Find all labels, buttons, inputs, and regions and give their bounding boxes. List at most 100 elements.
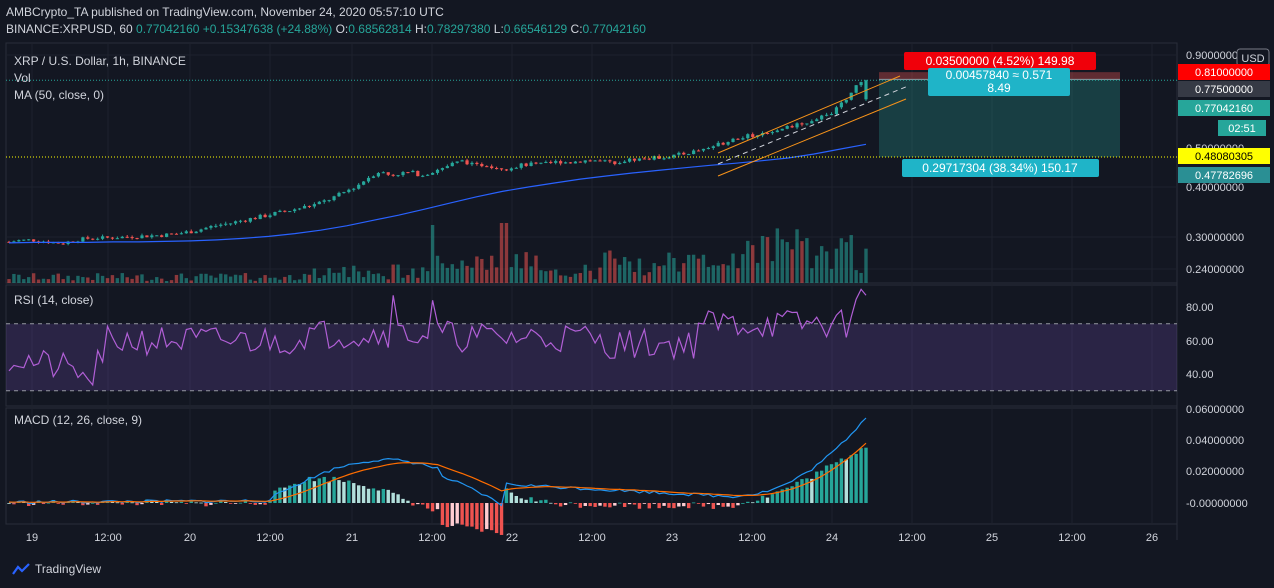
macd-histogram-bar bbox=[800, 479, 804, 503]
volume-bar bbox=[115, 278, 120, 283]
time-tick: 12:00 bbox=[418, 532, 446, 544]
time-axis[interactable]: 19 12:00 20 12:00 21 12:00 22 12:00 23 12:00 24 12:… bbox=[26, 532, 1158, 544]
volume-bar bbox=[460, 260, 464, 283]
macd-histogram-bar bbox=[416, 503, 420, 505]
volume-bar bbox=[854, 270, 858, 283]
volume-bar bbox=[731, 253, 735, 283]
price-axis[interactable]: 0.90000000USD0.500000000.810000000.77500… bbox=[1178, 48, 1270, 510]
macd-histogram-bar bbox=[593, 503, 597, 507]
candle-body bbox=[366, 177, 371, 182]
macd-histogram-bar bbox=[854, 453, 858, 503]
macd-histogram-bar bbox=[347, 480, 351, 503]
macd-histogram-bar bbox=[746, 501, 750, 503]
candle-body bbox=[396, 175, 400, 177]
volume-bar bbox=[686, 254, 691, 283]
lower-box-bg bbox=[902, 159, 1099, 177]
tradingview-icon bbox=[12, 563, 30, 575]
candle-body bbox=[115, 238, 119, 240]
volume-bar bbox=[578, 273, 583, 283]
candle-body bbox=[362, 181, 366, 185]
candle-body bbox=[514, 167, 518, 169]
price-tick: 0.90000000 bbox=[1186, 50, 1244, 62]
candle-body bbox=[283, 210, 287, 212]
time-tick: 12:00 bbox=[1058, 532, 1086, 544]
candle-body bbox=[174, 233, 179, 235]
macd-histogram-bar bbox=[716, 503, 720, 506]
candle-body bbox=[297, 208, 302, 210]
candle-body bbox=[105, 236, 110, 238]
ratio-label-1: 0.00457840 ≈ 0.571 bbox=[946, 68, 1053, 82]
volume-bar bbox=[238, 275, 243, 283]
macd-histogram-bar bbox=[578, 503, 583, 508]
volume-bar bbox=[51, 274, 56, 283]
candle-body bbox=[199, 229, 203, 232]
volume-bar bbox=[66, 275, 70, 283]
candle-body bbox=[352, 188, 356, 190]
macd-histogram-bar bbox=[805, 478, 809, 503]
volume-bar bbox=[292, 280, 297, 283]
volume-bar bbox=[588, 270, 592, 283]
price-channel[interactable] bbox=[717, 75, 909, 177]
last-price: 0.77042160 bbox=[136, 22, 200, 36]
macd-histogram-bar bbox=[204, 503, 208, 507]
candle-body bbox=[312, 204, 316, 207]
volume-bar bbox=[209, 275, 213, 283]
candle-body bbox=[598, 160, 602, 162]
candle-body bbox=[165, 233, 169, 237]
macd-histogram-bar bbox=[741, 502, 745, 504]
candle-body bbox=[322, 200, 326, 202]
candle-body bbox=[86, 237, 90, 239]
macd-histogram-bar bbox=[86, 503, 90, 505]
volume-bar bbox=[258, 277, 262, 283]
volume-bar bbox=[790, 249, 794, 283]
macd-histogram-bar bbox=[529, 497, 533, 503]
candle-body bbox=[440, 168, 445, 170]
macd-histogram-bar bbox=[159, 503, 164, 505]
candle-body bbox=[327, 200, 331, 202]
candle-body bbox=[357, 184, 361, 189]
macd-histogram-bar bbox=[465, 503, 469, 527]
macd-histogram-bar bbox=[421, 503, 425, 505]
candle-body bbox=[347, 189, 351, 193]
price-tag-bg bbox=[1178, 167, 1270, 183]
volume-bar bbox=[726, 265, 730, 283]
candle-body bbox=[731, 138, 735, 143]
candle-body bbox=[593, 160, 597, 162]
volume-bar bbox=[662, 265, 666, 283]
volume-bar bbox=[347, 277, 351, 283]
candle-body bbox=[12, 241, 16, 243]
volume-bar bbox=[302, 273, 307, 283]
price-tick: 0.30000000 bbox=[1186, 232, 1244, 244]
macd-histogram-bar bbox=[785, 487, 789, 503]
macd-tick: 0.06000000 bbox=[1186, 404, 1244, 416]
volume-bar bbox=[509, 267, 514, 283]
macd-histogram-bar bbox=[829, 464, 834, 503]
macd-tick: -0.00000000 bbox=[1186, 498, 1248, 510]
candle-body bbox=[805, 123, 809, 125]
volume-bar bbox=[573, 273, 578, 283]
volume-bar bbox=[376, 273, 381, 283]
ma-label: MA (50, close, 0) bbox=[14, 88, 104, 102]
macd-histogram-bar bbox=[755, 500, 760, 503]
symbol-label: BINANCE:XRPUSD, 60 bbox=[6, 22, 133, 36]
volume-bar bbox=[544, 271, 548, 283]
volume-bar bbox=[864, 248, 868, 283]
candle-body bbox=[544, 161, 548, 163]
macd-histogram-bar bbox=[588, 503, 592, 507]
volume-bar bbox=[31, 273, 36, 283]
volume-bar bbox=[800, 241, 804, 283]
macd-histogram-bar bbox=[199, 502, 203, 504]
volume-bar bbox=[558, 275, 563, 283]
price-tag-bg bbox=[1178, 64, 1270, 80]
candle-body bbox=[824, 114, 829, 116]
macd-pane: MACD (12, 26, close, 9) bbox=[7, 413, 868, 535]
macd-histogram-bar bbox=[608, 503, 612, 508]
macd-histogram-bar bbox=[524, 499, 528, 503]
macd-histogram-bar bbox=[819, 470, 824, 503]
volume-bar bbox=[844, 242, 848, 283]
volume-bar bbox=[499, 223, 504, 283]
volume-bar bbox=[125, 277, 129, 283]
macd-histogram-bar bbox=[292, 483, 297, 503]
macd-histogram-bar bbox=[140, 503, 144, 505]
